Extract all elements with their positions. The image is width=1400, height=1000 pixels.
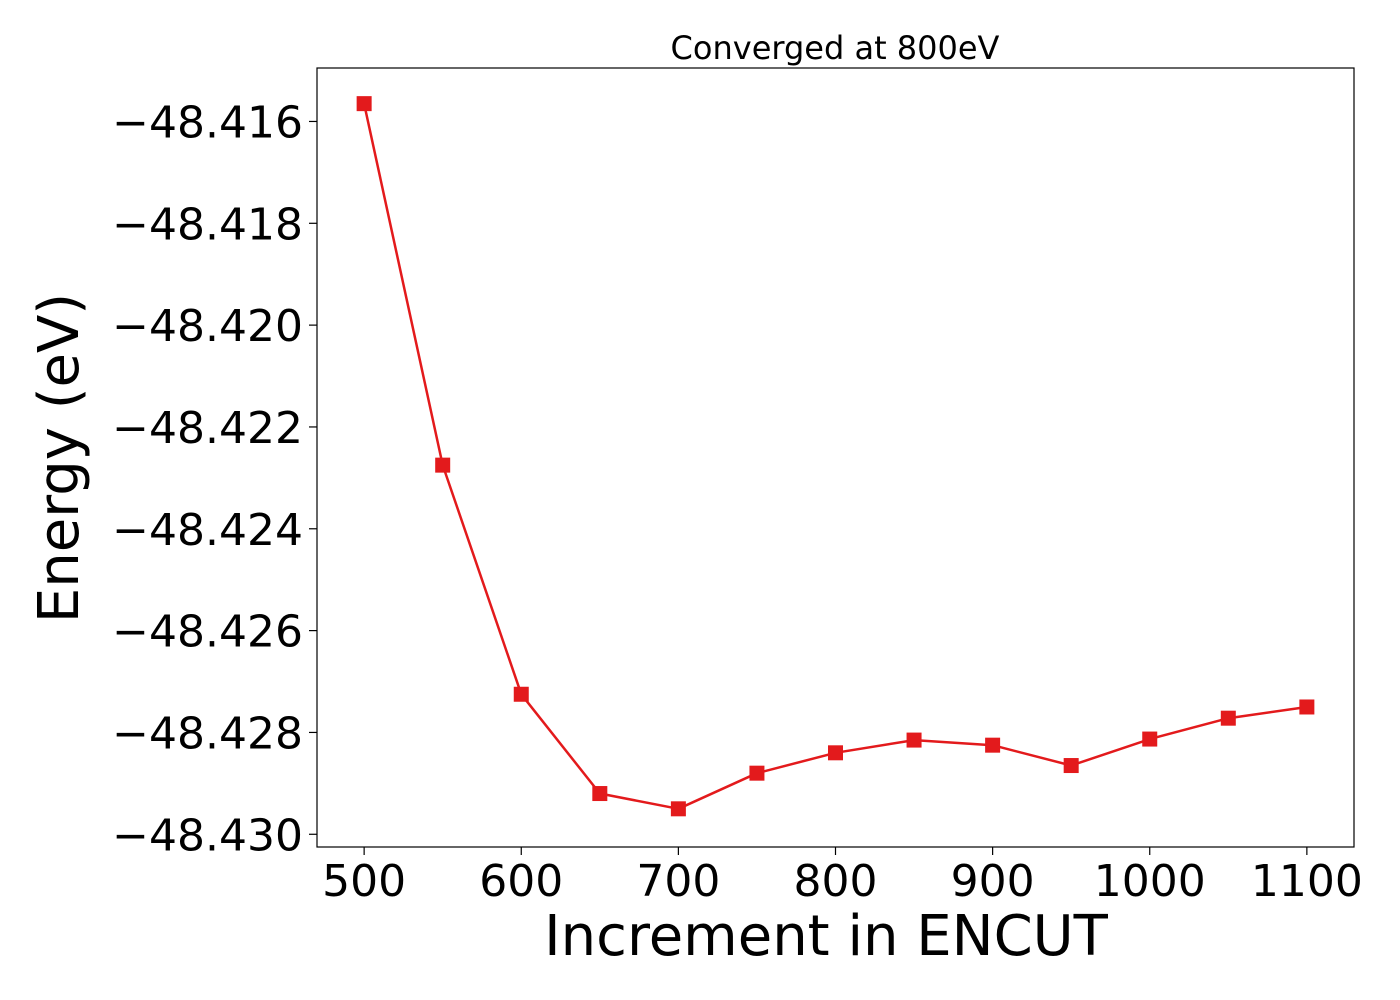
data-point [1299, 699, 1315, 715]
x-tick-label: 600 [479, 856, 563, 907]
data-point [435, 457, 451, 473]
data-point [749, 765, 765, 781]
x-tick-label: 1000 [1094, 856, 1206, 907]
series-layer [356, 96, 1315, 817]
y-tick-label: −48.426 [112, 607, 303, 658]
data-point [906, 732, 922, 748]
data-point [592, 786, 608, 802]
data-point [1142, 731, 1158, 747]
x-tick-label: 900 [951, 856, 1035, 907]
x-axis: 500 600 700 800 900 1000 1100 [322, 847, 1363, 907]
y-tick-label: −48.424 [112, 505, 303, 556]
data-point [1220, 710, 1236, 726]
y-tick-label: −48.420 [112, 301, 303, 352]
data-point [513, 686, 529, 702]
plot-frame [316, 67, 1355, 848]
y-tick-label: −48.416 [112, 97, 303, 148]
y-tick-label: −48.418 [112, 199, 303, 250]
data-point [828, 745, 843, 761]
y-tick-label: −48.422 [112, 403, 303, 454]
data-point [670, 801, 686, 817]
x-tick-label: 800 [794, 856, 878, 907]
y-axis: −48.416 −48.418 −48.420 −48.422 −48.424 −48.4… [112, 97, 317, 861]
data-point [356, 96, 372, 112]
x-axis-label: Increment in ENCUT [544, 904, 1109, 969]
series-line [362, 103, 1308, 811]
x-tick-label: 700 [636, 856, 720, 907]
data-point [1063, 758, 1079, 774]
x-tick-label: 500 [322, 856, 406, 907]
y-tick-label: −48.430 [112, 810, 303, 861]
chart-title: Converged at 800eV [671, 29, 1000, 67]
y-tick-label: −48.428 [112, 708, 303, 759]
data-point [985, 737, 1001, 753]
x-tick-label: 1100 [1251, 856, 1363, 907]
y-axis-label: Energy (eV) [27, 293, 92, 623]
